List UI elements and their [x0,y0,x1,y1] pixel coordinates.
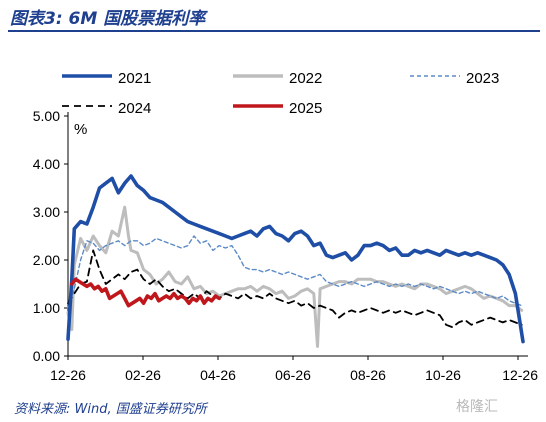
legend-label-2023: 2023 [466,70,499,87]
series-line-2021 [66,174,525,344]
x-tick-label: 12-26 [502,367,538,383]
series-line-2025 [70,277,221,308]
line-chart: 2021 2022 2023 2024 2025 0.00 1.00 2.00 3.00 4.0… [33,70,538,383]
y-tick-label: 3.00 [33,204,60,220]
x-tick-label: 06-26 [275,367,311,383]
chart-header: 图表3: 6M 国股票据利率 [0,0,546,32]
legend-label-2024: 2024 [118,100,151,117]
legend-label-2025: 2025 [289,100,322,117]
x-tick-label: 04-26 [200,367,236,383]
source-note: 资料来源: Wind, 国盛证券研究所 [14,402,207,417]
chart-title: 图表3: 6M 国股票据利率 [10,9,206,29]
y-tick-label: 4.00 [33,156,60,172]
watermark-logo: 格隆汇 [456,399,498,415]
series-line-2024 [67,249,523,329]
series-line-2022 [66,205,524,348]
legend-label-2022: 2022 [289,70,322,87]
y-tick-label: 0.00 [33,348,60,364]
x-tick-label: 08-26 [350,367,386,383]
y-axis-unit-label: % [74,121,87,138]
x-tick-label: 02-26 [125,367,161,383]
series-layer [66,174,525,348]
legend-label-2021: 2021 [118,70,151,87]
series-line-2023 [67,235,523,309]
x-tick-label: 10-26 [425,367,461,383]
y-tick-label: 2.00 [33,252,60,268]
x-tick-label: 12-26 [50,367,86,383]
chart-legend: 2021 2022 2023 2024 2025 [62,70,499,117]
title-divider [8,30,540,32]
y-tick-label: 5.00 [33,108,60,124]
y-tick-label: 1.00 [33,300,60,316]
